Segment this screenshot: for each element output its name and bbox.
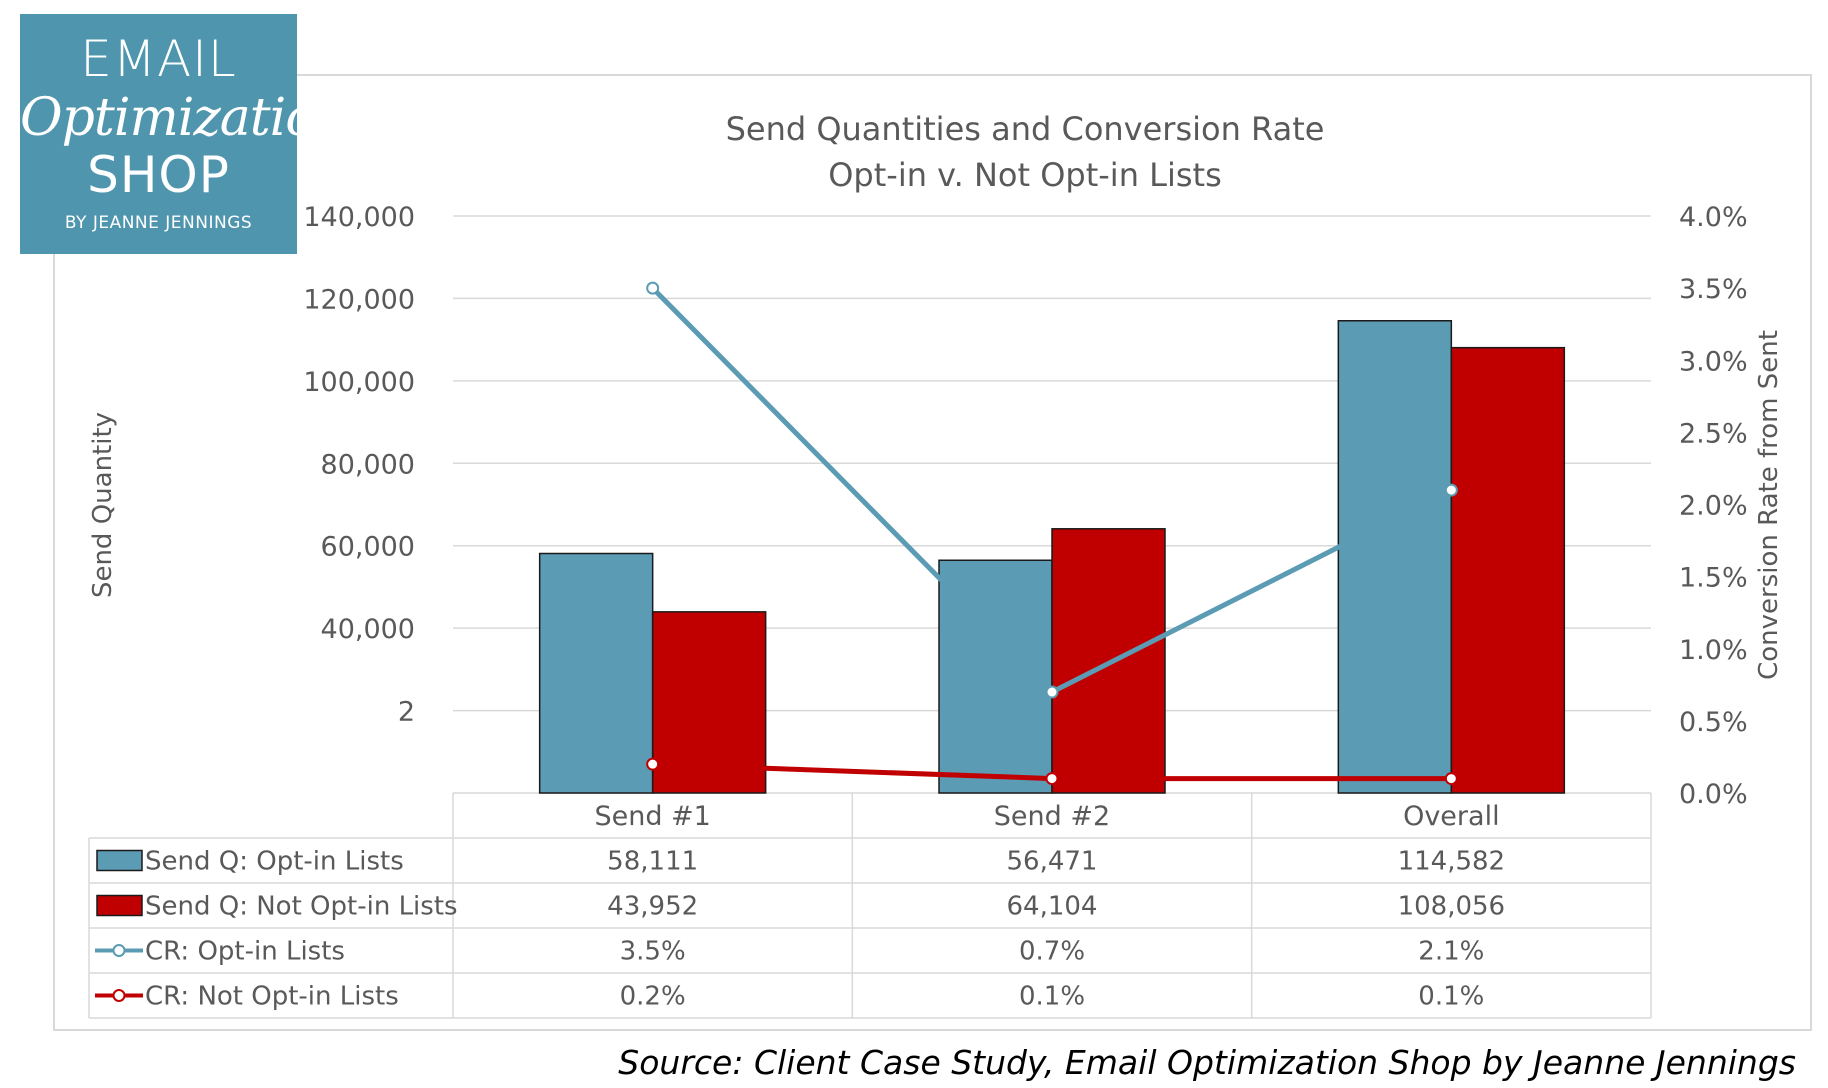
y-tick-label: 80,000 — [321, 449, 415, 480]
data-table-value: 0.1% — [1418, 982, 1484, 1012]
legend-series-name: CR: Not Opt-in Lists — [145, 982, 399, 1012]
y2-axis-title: Conversion Rate from Sent — [1754, 330, 1784, 680]
y-tick-label: 2 — [398, 697, 415, 728]
y-tick-label: 140,000 — [303, 202, 415, 233]
x-category-label: Send #1 — [594, 801, 710, 832]
legend-key-bar — [96, 894, 143, 917]
y2-tick-label: 3.5% — [1679, 274, 1748, 305]
point-cr-not-optin — [1045, 772, 1059, 786]
y2-tick-label: 0.0% — [1679, 779, 1748, 810]
y-tick-label: 40,000 — [321, 614, 415, 645]
data-table-value: 0.1% — [1019, 982, 1085, 1012]
chart-title: Send Quantities and Conversion Rate — [726, 110, 1325, 148]
bar-not-optin — [1450, 346, 1566, 794]
logo-wordmark-shop: SHOP — [87, 146, 230, 204]
y-axis-title: Send Quantity — [88, 412, 118, 598]
y2-tick-label: 4.0% — [1679, 202, 1748, 233]
data-table-value: 2.1% — [1418, 937, 1484, 967]
y2-tick-label: 1.5% — [1679, 563, 1748, 594]
point-cr-not-optin — [1444, 772, 1458, 786]
legend-series-name: CR: Opt-in Lists — [145, 937, 345, 967]
data-table-value: 0.2% — [620, 982, 686, 1012]
point-cr-optin — [646, 281, 660, 295]
source-note: Source: Client Case Study, Email Optimiz… — [618, 1043, 1796, 1082]
data-table-value: 43,952 — [607, 892, 698, 922]
y-tick-label: 60,000 — [321, 532, 415, 563]
data-table-value: 56,471 — [1007, 847, 1098, 877]
y2-tick-label: 2.5% — [1679, 418, 1748, 449]
logo-wordmark-email: EMAIL — [80, 30, 237, 88]
bar-optin — [1337, 320, 1453, 794]
y-tick-label: 100,000 — [303, 367, 415, 398]
chart-subtitle: Opt-in v. Not Opt-in Lists — [828, 156, 1222, 194]
data-table-value: 108,056 — [1398, 892, 1506, 922]
data-table-value: 114,582 — [1398, 847, 1506, 877]
data-table-value: 3.5% — [620, 937, 686, 967]
y2-tick-label: 2.0% — [1679, 491, 1748, 522]
logo-wordmark-optimization: Optimization — [20, 88, 349, 148]
bar-optin — [538, 552, 654, 794]
legend-series-name: Send Q: Opt-in Lists — [145, 847, 404, 877]
legend-key-marker — [112, 989, 126, 1002]
x-category-label: Send #2 — [994, 801, 1110, 832]
point-cr-optin — [1444, 483, 1458, 497]
legend-key-bar — [96, 849, 143, 872]
legend-key-marker — [112, 944, 126, 957]
point-cr-not-optin — [646, 757, 660, 771]
legend-series-name: Send Q: Not Opt-in Lists — [145, 892, 458, 922]
y2-tick-label: 1.0% — [1679, 635, 1748, 666]
y-tick-label: 120,000 — [303, 284, 415, 315]
data-table-value: 0.7% — [1019, 937, 1085, 967]
y2-tick-label: 3.0% — [1679, 346, 1748, 377]
logo-byline: BY JEANNE JENNINGS — [64, 213, 253, 233]
data-table-value: 58,111 — [607, 847, 698, 877]
x-category-label: Overall — [1403, 801, 1500, 832]
brand-logo: EMAIL Optimization SHOP BY JEANNE JENNIN… — [20, 14, 349, 254]
data-table-value: 64,104 — [1007, 892, 1098, 922]
y2-tick-label: 0.5% — [1679, 707, 1748, 738]
point-cr-optin — [1045, 685, 1059, 699]
